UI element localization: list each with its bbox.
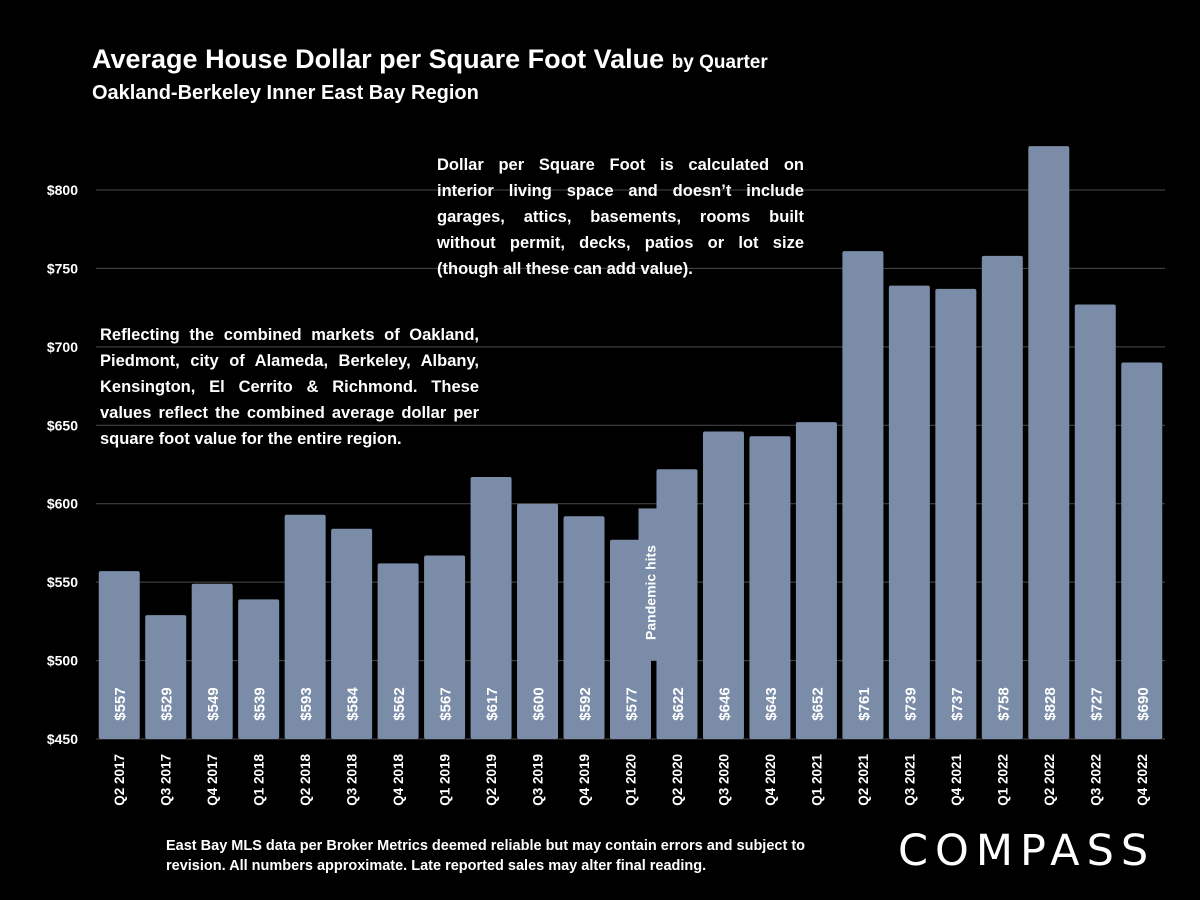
x-tick-label: Q1 2021: [809, 754, 824, 806]
bar: [563, 516, 605, 739]
x-tick-label: Q1 2019: [438, 754, 453, 806]
x-tick-label: Q3 2020: [716, 754, 731, 806]
bar: [702, 431, 744, 739]
bar: [238, 599, 280, 739]
data-label: $739: [902, 687, 919, 720]
x-tick-label: Q2 2022: [1042, 754, 1057, 806]
footer-disclaimer: East Bay MLS data per Broker Metrics dee…: [166, 838, 805, 874]
data-label: $758: [995, 687, 1012, 720]
bar: [842, 251, 884, 739]
y-tick-label: $500: [47, 653, 78, 669]
x-tick-label: Q4 2017: [205, 754, 220, 806]
bar: [470, 477, 512, 739]
bar: [1121, 362, 1163, 739]
x-tick-label: Q1 2022: [995, 754, 1010, 806]
chart-subtitle: Oakland-Berkeley Inner East Bay Region: [92, 82, 479, 104]
data-label: $622: [670, 687, 687, 720]
x-tick-label: Q3 2017: [159, 754, 174, 806]
bar: [424, 555, 466, 739]
chart-title-suffix: by Quarter: [671, 52, 768, 73]
y-tick-label: $600: [47, 496, 78, 512]
data-label: $643: [763, 687, 780, 720]
x-tick-label: Q2 2021: [856, 754, 871, 806]
x-tick-label: Q2 2017: [112, 754, 127, 806]
data-label: $584: [345, 687, 362, 721]
data-label: $600: [531, 687, 548, 720]
bar: [377, 563, 419, 739]
y-tick-label: $800: [47, 182, 78, 198]
bar: [284, 514, 326, 739]
bar: [795, 422, 837, 739]
y-tick-label: $700: [47, 339, 78, 355]
bar: [888, 285, 930, 739]
data-label: $567: [438, 687, 455, 720]
bar: [935, 288, 977, 739]
compass-logo: COMPASS: [898, 826, 1156, 876]
data-label: $557: [112, 687, 129, 720]
y-tick-label: $650: [47, 417, 78, 433]
bar: [656, 469, 698, 739]
x-tick-label: Q1 2020: [624, 754, 639, 806]
data-label: $549: [205, 687, 222, 720]
x-tick-label: Q3 2022: [1088, 754, 1103, 806]
data-label: $577: [624, 687, 641, 720]
bar: [1028, 146, 1070, 739]
bar: [1074, 304, 1116, 739]
x-tick-label: Q4 2021: [949, 754, 964, 806]
data-label: $562: [391, 687, 408, 720]
x-tick-label: Q1 2018: [252, 754, 267, 806]
bar: [145, 615, 187, 739]
bar: [981, 255, 1023, 739]
data-label: $828: [1042, 687, 1059, 720]
x-tick-label: Q4 2019: [577, 754, 592, 806]
x-tick-label: Q3 2018: [345, 754, 360, 806]
data-label: $761: [856, 687, 873, 720]
x-tick-label: Q4 2020: [763, 754, 778, 806]
region-note: Reflecting the combined markets of Oakla…: [100, 326, 479, 448]
bar: [749, 436, 791, 739]
x-tick-label: Q2 2018: [298, 754, 313, 806]
title-block: Average House Dollar per Square Foot Val…: [92, 42, 768, 106]
x-tick-label: Q2 2020: [670, 754, 685, 806]
y-tick-label: $750: [47, 260, 78, 276]
bar: [517, 503, 559, 739]
data-label: $727: [1088, 687, 1105, 720]
chart-title-main: Average House Dollar per Square Foot Val…: [92, 44, 665, 74]
bar: [191, 583, 233, 739]
x-tick-label: Q4 2018: [391, 754, 406, 806]
y-tick-label: $550: [47, 574, 78, 590]
x-tick-label: Q2 2019: [484, 754, 499, 806]
x-tick-label: Q4 2022: [1135, 754, 1150, 806]
chart-title: Average House Dollar per Square Foot Val…: [92, 42, 768, 80]
annotation-label: Pandemic hits: [643, 545, 659, 640]
data-label: $617: [484, 687, 501, 720]
data-label: $652: [809, 687, 826, 720]
data-label: $593: [298, 687, 315, 720]
x-tick-label: Q3 2019: [531, 754, 546, 806]
x-tick-label: Q3 2021: [902, 754, 917, 806]
annotation-box: [638, 508, 663, 661]
data-label: $592: [577, 687, 594, 720]
y-tick-label: $450: [47, 731, 78, 747]
data-label: $737: [949, 687, 966, 720]
data-label: $646: [716, 687, 733, 720]
calc-method-note: Dollar per Square Foot is calculated on …: [437, 156, 804, 278]
bar: [98, 571, 140, 739]
data-label: $690: [1135, 687, 1152, 720]
data-label: $529: [159, 687, 176, 720]
bar: [331, 528, 373, 739]
data-label: $539: [252, 687, 269, 720]
